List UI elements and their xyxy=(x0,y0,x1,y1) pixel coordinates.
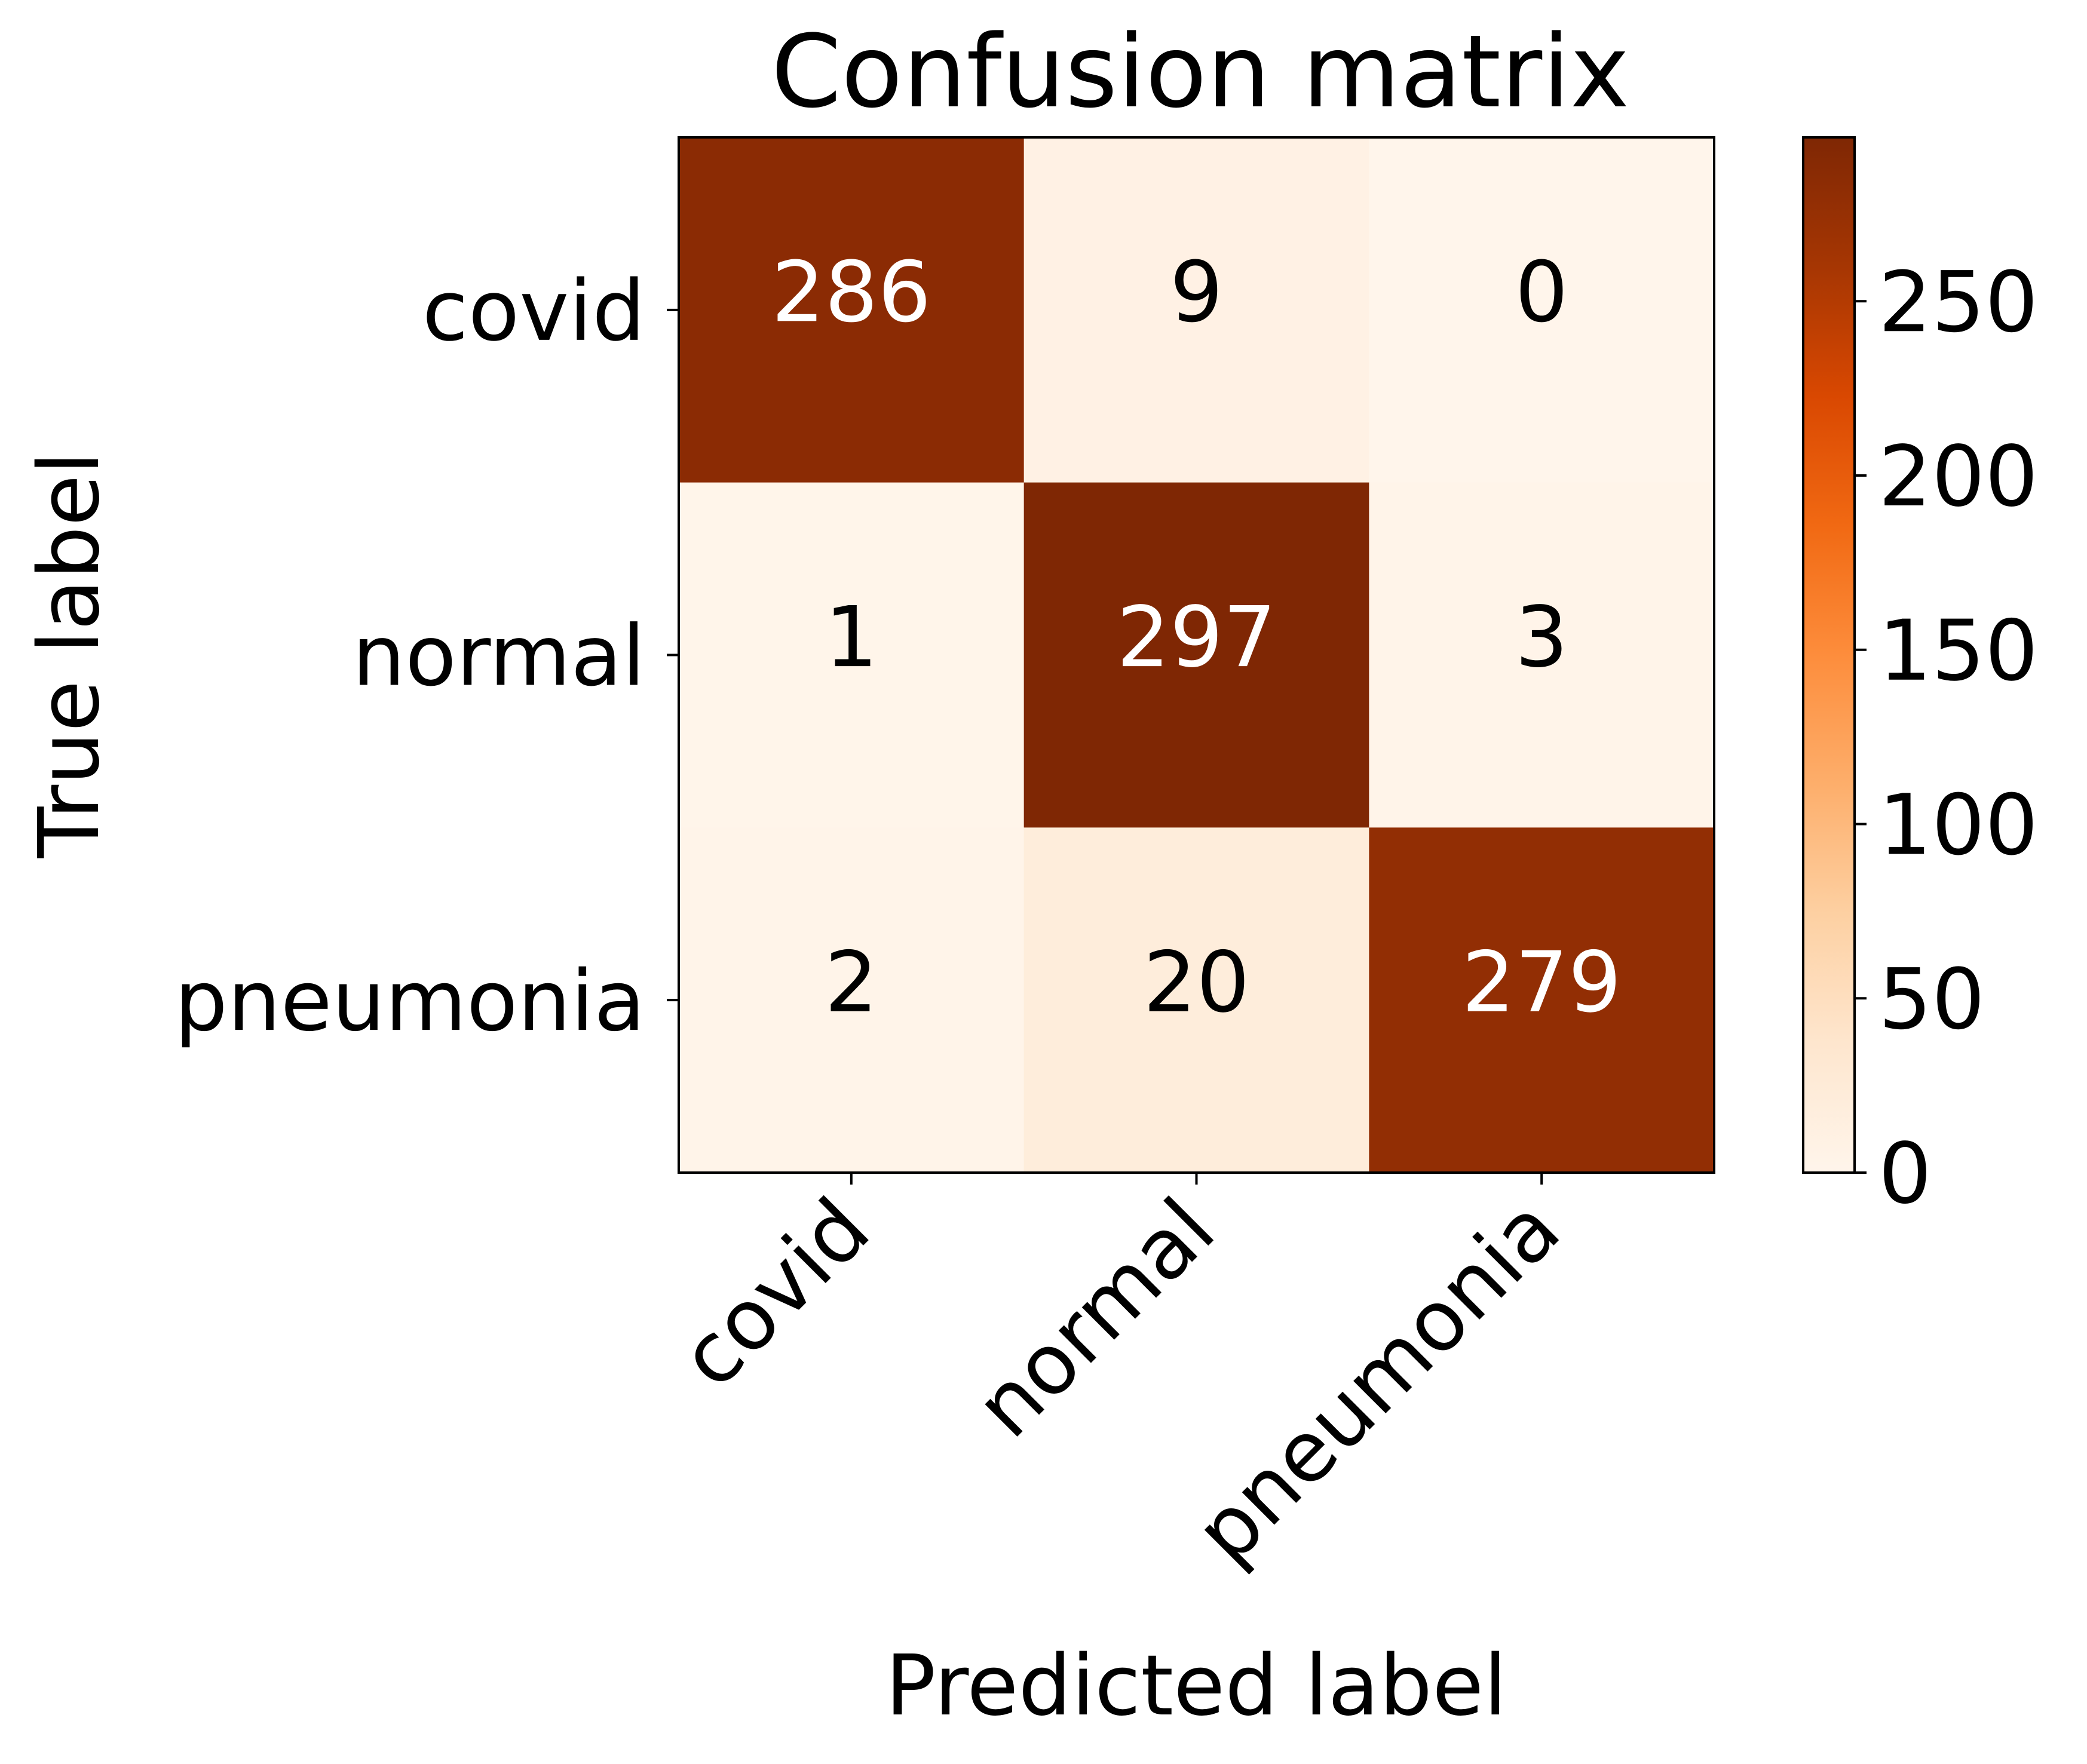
cell-value-label: 3 xyxy=(1515,589,1568,686)
heatmap-cell xyxy=(1369,137,1715,483)
heatmap-cell xyxy=(679,137,1025,483)
y-tick-label: covid xyxy=(422,263,645,360)
heatmap-cell xyxy=(1023,482,1369,828)
y-axis-label: True label xyxy=(21,452,118,858)
cell-value-label: 286 xyxy=(771,244,931,341)
colorbar-tick-label: 0 xyxy=(1878,1125,1932,1223)
y-tick-label: pneumonia xyxy=(174,953,645,1050)
cell-value-label: 0 xyxy=(1515,244,1568,341)
colorbar-tick-label: 150 xyxy=(1878,603,2038,700)
heatmap-cells: 286 9 0 1 297 3 2 20 279 xyxy=(679,137,1715,1173)
colorbar xyxy=(1802,136,1856,1174)
cell-value-label: 9 xyxy=(1170,244,1223,341)
colorbar-tick-label: 200 xyxy=(1878,428,2038,526)
colorbar-tick-label: 50 xyxy=(1878,951,1985,1048)
y-axis: covid normal pneumonia xyxy=(174,263,679,1050)
heatmap-cell xyxy=(1023,137,1369,483)
colorbar-tick-label: 100 xyxy=(1878,777,2038,874)
heatmap-cell xyxy=(1369,827,1715,1173)
x-tick-label: pneumonia xyxy=(1177,1180,1579,1582)
y-tick-label: normal xyxy=(352,608,645,705)
heatmap-cell xyxy=(679,827,1025,1173)
cell-value-label: 20 xyxy=(1143,934,1249,1032)
colorbar-axis: 0 50 100 150 200 250 xyxy=(1855,254,2038,1223)
x-axis-label: Predicted label xyxy=(885,1637,1507,1735)
cell-value-label: 2 xyxy=(825,934,878,1032)
heatmap-cell xyxy=(1023,827,1369,1173)
heatmap-cell xyxy=(1369,482,1715,828)
x-tick-label: normal xyxy=(957,1180,1233,1456)
chart-title: Confusion matrix xyxy=(771,13,1630,130)
colorbar-tick-label: 250 xyxy=(1878,254,2038,351)
cell-value-label: 279 xyxy=(1462,934,1622,1032)
x-tick-label: covid xyxy=(662,1180,888,1407)
cell-value-label: 297 xyxy=(1117,589,1276,686)
cell-value-label: 1 xyxy=(825,589,878,686)
heatmap-cell xyxy=(679,482,1025,828)
